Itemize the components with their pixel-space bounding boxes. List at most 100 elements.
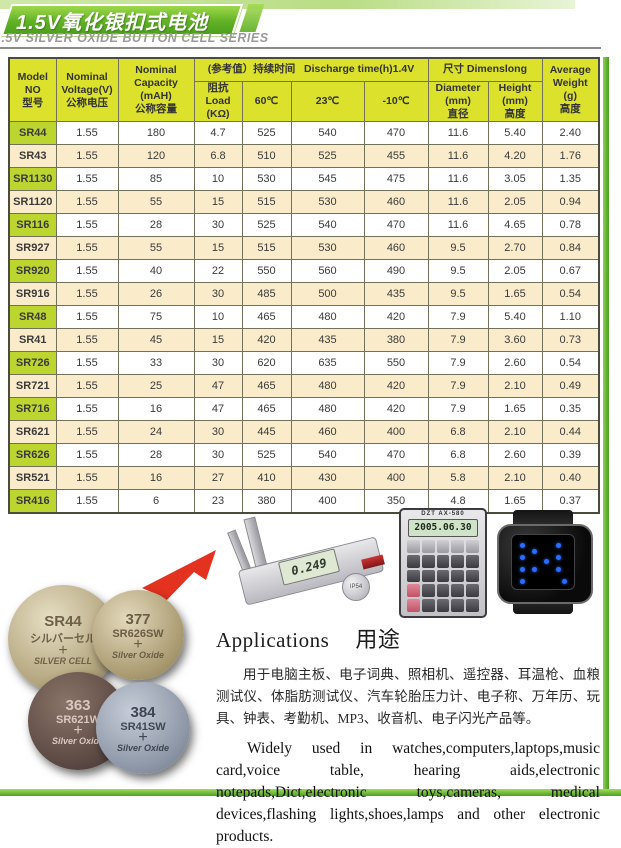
battery-label: Silver Oxide: [116, 742, 170, 753]
calculator-key: [407, 540, 420, 553]
value-cell: 30: [193, 213, 243, 238]
model-cell: SR1120: [8, 190, 57, 215]
table-row: SR41 1.55 45 15 420 435 380 7.9 3.60 0.73: [8, 328, 600, 353]
model-cell: SR1130: [8, 167, 57, 192]
model-cell: SR927: [8, 236, 57, 261]
value-cell: 530: [241, 167, 292, 192]
model-cell: SR41: [8, 328, 57, 353]
value-cell: 16: [117, 466, 195, 491]
bottom-accent-bar: [0, 789, 621, 796]
value-cell: 525: [290, 144, 365, 169]
model-cell: SR721: [8, 374, 57, 399]
value-cell: 7.9: [427, 351, 489, 376]
battery-label: 377: [125, 610, 151, 628]
value-cell: 0.39: [541, 443, 600, 468]
calculator-key: [436, 540, 450, 553]
col-group-discharge: (参考值）持续时间 Discharge time(h)1.4V: [193, 57, 429, 82]
value-cell: 180: [117, 121, 195, 146]
value-cell: 9.5: [427, 259, 489, 284]
value-cell: 9.5: [427, 282, 489, 307]
value-cell: 1.55: [55, 259, 119, 284]
value-cell: 0.54: [541, 282, 600, 307]
value-cell: 2.05: [487, 259, 543, 284]
value-cell: 540: [290, 443, 365, 468]
value-cell: 510: [241, 144, 292, 169]
page-subtitle: 1.5V SILVER OXIDE BUTTON CELL SERIES: [0, 31, 269, 45]
battery-377: 377 SR626SW + Silver Oxide: [92, 590, 184, 680]
led-dot-icon: [520, 543, 525, 548]
value-cell: 0.54: [541, 351, 600, 376]
value-cell: 1.55: [55, 167, 119, 192]
plus-icon: +: [133, 635, 143, 653]
value-cell: 5.40: [487, 305, 543, 330]
value-cell: 1.35: [541, 167, 600, 192]
value-cell: 11.6: [427, 167, 489, 192]
value-cell: 16: [117, 397, 195, 422]
right-accent-bar: [603, 57, 609, 790]
value-cell: 525: [241, 443, 292, 468]
value-cell: 6.8: [427, 443, 489, 468]
model-cell: SR716: [8, 397, 57, 422]
value-cell: 4.7: [193, 121, 243, 146]
value-cell: 7.9: [427, 397, 489, 422]
value-cell: 460: [290, 420, 365, 445]
value-cell: 40: [117, 259, 195, 284]
value-cell: 45: [117, 328, 195, 353]
top-accent-strip: [0, 0, 575, 9]
led-dot-icon: [520, 555, 525, 560]
value-cell: 410: [241, 466, 292, 491]
value-cell: 9.5: [427, 236, 489, 261]
value-cell: 485: [241, 282, 292, 307]
value-cell: 15: [193, 190, 243, 215]
header-divider: [0, 47, 601, 49]
value-cell: 445: [241, 420, 292, 445]
model-cell: SR416: [8, 489, 57, 514]
model-cell: SR43: [8, 144, 57, 169]
value-cell: 0.44: [541, 420, 600, 445]
value-cell: 2.10: [487, 374, 543, 399]
value-cell: 1.10: [541, 305, 600, 330]
model-cell: SR44: [8, 121, 57, 146]
model-cell: SR626: [8, 443, 57, 468]
value-cell: 455: [363, 144, 429, 169]
plus-icon: +: [73, 721, 83, 739]
led-dot-icon: [556, 543, 561, 548]
value-cell: 28: [117, 443, 195, 468]
table-row: SR920 1.55 40 22 550 560 490 9.5 2.05 0.67: [8, 259, 600, 284]
value-cell: 540: [290, 121, 365, 146]
applications-title-en: Applications: [216, 628, 330, 652]
calculator-key: [466, 569, 479, 583]
battery-label: Silver Oxide: [111, 649, 165, 660]
value-cell: 11.6: [427, 213, 489, 238]
caliper-image: 0.249 IP54: [222, 515, 385, 625]
value-cell: 525: [241, 213, 292, 238]
watch-strap: [513, 510, 573, 528]
led-dot-icon: [556, 555, 561, 560]
battery-label: SR44: [44, 612, 82, 630]
discharge-label-en: Discharge time(h)1.4V: [303, 63, 415, 76]
col-header-23c: 23℃: [290, 80, 365, 123]
value-cell: 0.67: [541, 259, 600, 284]
value-cell: 47: [193, 374, 243, 399]
model-cell: SR48: [8, 305, 57, 330]
col-header-model: Model NO 型号: [8, 57, 57, 123]
value-cell: 3.60: [487, 328, 543, 353]
value-cell: 2.40: [541, 121, 600, 146]
value-cell: 465: [241, 305, 292, 330]
led-watch-image: [495, 510, 593, 614]
value-cell: 7.9: [427, 305, 489, 330]
value-cell: 120: [117, 144, 195, 169]
model-cell: SR521: [8, 466, 57, 491]
value-cell: 400: [363, 466, 429, 491]
calculator-key: [451, 554, 465, 568]
value-cell: 6.8: [427, 420, 489, 445]
value-cell: 0.94: [541, 190, 600, 215]
value-cell: 1.55: [55, 443, 119, 468]
value-cell: 11.6: [427, 144, 489, 169]
value-cell: 5.40: [487, 121, 543, 146]
value-cell: 435: [363, 282, 429, 307]
table-row: SR1120 1.55 55 15 515 530 460 11.6 2.05 0.94: [8, 190, 600, 215]
battery-label: 363: [65, 696, 91, 714]
table-row: SR721 1.55 25 47 465 480 420 7.9 2.10 0.49: [8, 374, 600, 399]
